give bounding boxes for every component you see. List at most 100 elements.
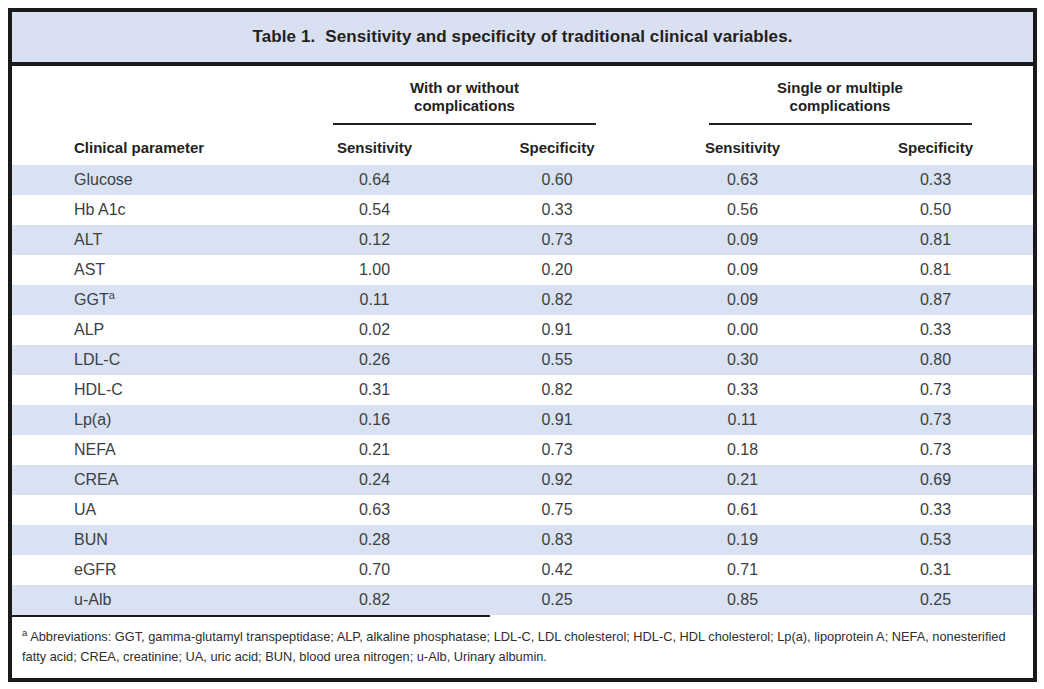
row-value: 0.85: [647, 585, 838, 615]
row-param: u-Alb: [12, 585, 282, 615]
row-value: 0.75: [467, 495, 647, 525]
table-row: ALT 0.12 0.73 0.09 0.81: [12, 225, 1033, 255]
row-value: 0.33: [647, 375, 838, 405]
row-value: 0.54: [282, 195, 467, 225]
row-value: 0.11: [647, 405, 838, 435]
column-header-specificity-2: Specificity: [838, 125, 1033, 165]
row-value: 1.00: [282, 255, 467, 285]
row-value: 0.87: [838, 285, 1033, 315]
table-footnote: a Abbreviations: GGT, gamma-glutamyl tra…: [22, 626, 1021, 666]
group-header-with-or-without: With or without complications: [282, 66, 647, 125]
row-value: 0.02: [282, 315, 467, 345]
table-container: Table 1. Sensitivity and specificity of …: [8, 8, 1037, 682]
table-row: eGFR 0.70 0.42 0.71 0.31: [12, 555, 1033, 585]
table-row: Hb A1c 0.54 0.33 0.56 0.50: [12, 195, 1033, 225]
row-value: 0.50: [838, 195, 1033, 225]
table-row: AST 1.00 0.20 0.09 0.81: [12, 255, 1033, 285]
row-value: 0.21: [282, 435, 467, 465]
group-header-row: With or without complications Single or …: [12, 66, 1033, 125]
row-value: 0.18: [647, 435, 838, 465]
row-value: 0.80: [838, 345, 1033, 375]
row-value: 0.56: [647, 195, 838, 225]
row-value: 0.25: [838, 585, 1033, 615]
row-value: 0.82: [282, 585, 467, 615]
table-row: u-Alb 0.82 0.25 0.85 0.25: [12, 585, 1033, 615]
row-value: 0.00: [647, 315, 838, 345]
row-param: GGTa: [12, 285, 282, 315]
table-number-label: Table 1.: [252, 27, 315, 47]
row-value: 0.91: [467, 315, 647, 345]
row-param: Glucose: [12, 165, 282, 195]
row-value: 0.82: [467, 375, 647, 405]
row-value: 0.81: [838, 225, 1033, 255]
footnote-text: Abbreviations: GGT, gamma-glutamyl trans…: [22, 630, 1006, 664]
row-value: 0.73: [467, 435, 647, 465]
row-value: 0.73: [838, 375, 1033, 405]
row-value: 0.61: [647, 495, 838, 525]
row-value: 0.33: [838, 495, 1033, 525]
row-value: 0.31: [282, 375, 467, 405]
row-value: 0.25: [467, 585, 647, 615]
row-value: 0.20: [467, 255, 647, 285]
table-row: NEFA 0.21 0.73 0.18 0.73: [12, 435, 1033, 465]
row-value: 0.09: [647, 255, 838, 285]
table-row: LDL-C 0.26 0.55 0.30 0.80: [12, 345, 1033, 375]
row-value: 0.73: [467, 225, 647, 255]
column-header-specificity-1: Specificity: [467, 125, 647, 165]
row-param: HDL-C: [12, 375, 282, 405]
row-param: eGFR: [12, 555, 282, 585]
row-value: 0.33: [838, 165, 1033, 195]
row-value: 0.19: [647, 525, 838, 555]
row-value: 0.82: [467, 285, 647, 315]
table-row: Lp(a) 0.16 0.91 0.11 0.73: [12, 405, 1033, 435]
row-value: 0.24: [282, 465, 467, 495]
table-row: BUN 0.28 0.83 0.19 0.53: [12, 525, 1033, 555]
row-value: 0.53: [838, 525, 1033, 555]
table-row: UA 0.63 0.75 0.61 0.33: [12, 495, 1033, 525]
row-value: 0.63: [282, 495, 467, 525]
row-param: NEFA: [12, 435, 282, 465]
row-value: 0.09: [647, 285, 838, 315]
row-value: 0.16: [282, 405, 467, 435]
column-header-row: Clinical parameter Sensitivity Specifici…: [12, 125, 1033, 165]
row-value: 0.69: [838, 465, 1033, 495]
table-title-bar: Table 1. Sensitivity and specificity of …: [12, 12, 1033, 66]
row-value: 0.92: [467, 465, 647, 495]
table-row: GGTa 0.11 0.82 0.09 0.87: [12, 285, 1033, 315]
row-value: 0.26: [282, 345, 467, 375]
row-value: 0.70: [282, 555, 467, 585]
row-value: 0.64: [282, 165, 467, 195]
row-value: 0.33: [467, 195, 647, 225]
row-value: 0.11: [282, 285, 467, 315]
row-value: 0.30: [647, 345, 838, 375]
table-bottom-rule: [12, 615, 490, 617]
column-header-sensitivity-1: Sensitivity: [282, 125, 467, 165]
group-header-label: With or without complications: [282, 79, 647, 114]
table-row: Glucose 0.64 0.60 0.63 0.33: [12, 165, 1033, 195]
row-value: 0.83: [467, 525, 647, 555]
row-value: 0.28: [282, 525, 467, 555]
row-value: 0.55: [467, 345, 647, 375]
row-param: BUN: [12, 525, 282, 555]
row-value: 0.33: [838, 315, 1033, 345]
column-header-clinical-parameter: Clinical parameter: [12, 125, 282, 165]
clinical-variables-table: With or without complications Single or …: [12, 66, 1033, 615]
row-value: 0.31: [838, 555, 1033, 585]
row-value: 0.73: [838, 435, 1033, 465]
group-header-label: Single or multiple complications: [647, 79, 1033, 114]
row-param: ALT: [12, 225, 282, 255]
row-param: CREA: [12, 465, 282, 495]
row-value: 0.21: [647, 465, 838, 495]
group-header-single-or-multiple: Single or multiple complications: [647, 66, 1033, 125]
column-header-sensitivity-2: Sensitivity: [647, 125, 838, 165]
row-value: 0.91: [467, 405, 647, 435]
row-param: Hb A1c: [12, 195, 282, 225]
row-param: AST: [12, 255, 282, 285]
row-param: UA: [12, 495, 282, 525]
table-row: ALP 0.02 0.91 0.00 0.33: [12, 315, 1033, 345]
row-value: 0.09: [647, 225, 838, 255]
row-value: 0.12: [282, 225, 467, 255]
row-value: 0.73: [838, 405, 1033, 435]
row-param: ALP: [12, 315, 282, 345]
table-row: CREA 0.24 0.92 0.21 0.69: [12, 465, 1033, 495]
